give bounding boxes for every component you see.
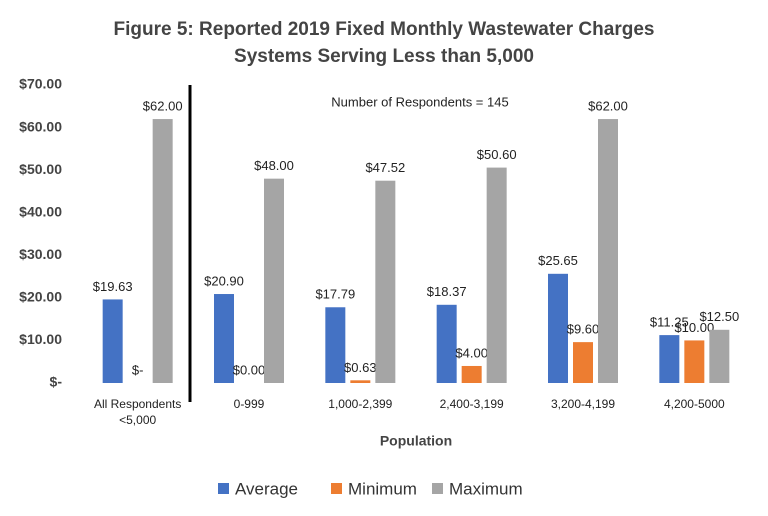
bar (684, 340, 705, 383)
data-label: $17.79 (315, 287, 355, 302)
data-label: $62.00 (143, 98, 183, 113)
bar (264, 178, 284, 383)
chart-title: Systems Serving Less than 5,000 (234, 46, 534, 67)
data-label: $47.52 (365, 160, 405, 175)
x-tick-label: 3,200-4,199 (550, 397, 616, 411)
legend-label: Average (235, 479, 298, 498)
bar (573, 342, 593, 383)
data-label: $25.65 (538, 253, 578, 268)
bar (709, 329, 730, 383)
bar (375, 180, 396, 383)
bar (350, 380, 371, 383)
data-label: $9.60 (567, 322, 600, 337)
data-label: $11.25 (650, 315, 689, 330)
y-tick-label: $40.00 (19, 203, 62, 219)
data-label: $0.63 (344, 360, 377, 375)
x-tick-label: 0-999 (233, 397, 265, 411)
bar (598, 119, 618, 384)
data-label: $12.50 (699, 309, 739, 324)
data-label: $50.60 (477, 147, 517, 162)
data-label: $- (132, 362, 144, 377)
bar (436, 304, 457, 383)
x-tick-label: All Respondents <5,000 (93, 397, 182, 427)
x-tick-label: 1,000-2,399 (328, 397, 393, 411)
bar (548, 273, 568, 383)
y-tick-label: $10.00 (19, 331, 62, 347)
bar (461, 365, 482, 383)
y-tick-label: $50.00 (19, 161, 62, 177)
data-label: $62.00 (588, 98, 628, 113)
chart-title: Figure 5: Reported 2019 Fixed Monthly Wa… (114, 19, 655, 40)
data-label: $18.37 (427, 284, 467, 299)
bar (214, 294, 234, 383)
legend-label: Minimum (348, 479, 417, 498)
x-axis-label: Population (380, 433, 452, 449)
bar (486, 167, 507, 383)
y-tick-label: $60.00 (19, 118, 62, 134)
data-label: $48.00 (254, 158, 294, 173)
data-label: $20.90 (204, 273, 244, 288)
data-label: $19.63 (93, 279, 133, 294)
x-tick-label: 2,400-3,199 (439, 397, 504, 411)
y-tick-label: $20.00 (19, 289, 62, 305)
annotation: Number of Respondents = 145 (331, 94, 508, 109)
data-label: $10.00 (674, 320, 714, 335)
legend-swatch (218, 483, 229, 494)
legend-swatch (331, 483, 342, 494)
data-label: $4.00 (455, 345, 488, 360)
x-tick-label: 4,200-5000 (663, 397, 725, 411)
legend-swatch (432, 483, 443, 494)
bar (325, 307, 346, 383)
legend-label: Maximum (449, 479, 523, 498)
data-label: $0.00 (233, 362, 266, 377)
bar (102, 299, 123, 383)
y-tick-label: $70.00 (19, 76, 62, 92)
bar (659, 335, 680, 383)
y-tick-label: $30.00 (19, 246, 62, 262)
bar (152, 119, 173, 384)
y-tick-label: $- (50, 374, 63, 390)
